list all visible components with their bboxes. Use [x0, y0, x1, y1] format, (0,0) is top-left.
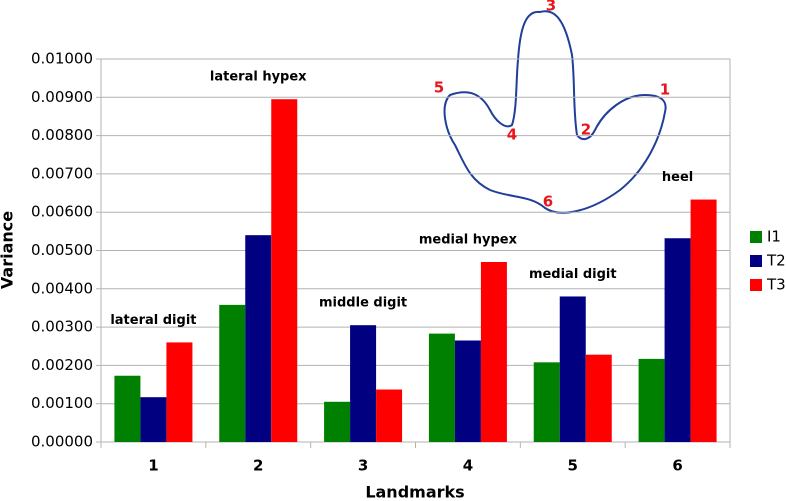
y-tick-label: 0.00500: [31, 241, 93, 259]
inset-label: 2: [581, 121, 591, 139]
annotation: middle digit: [319, 296, 407, 311]
annotation: heel: [662, 170, 693, 185]
bar: [533, 362, 560, 442]
annotation: lateral digit: [110, 313, 196, 328]
bar: [114, 375, 141, 442]
bar: [324, 401, 351, 442]
y-tick-label: 0.00700: [31, 164, 93, 182]
legend-swatch: [750, 279, 762, 291]
annotation: medial digit: [529, 267, 617, 282]
x-tick-label: 5: [568, 457, 578, 475]
bar: [219, 304, 246, 442]
bar: [664, 238, 691, 442]
bar: [480, 261, 507, 442]
y-tick-label: 0.00600: [31, 203, 93, 221]
x-tick-label: 1: [148, 457, 158, 475]
y-tick-label: 0.01000: [31, 50, 93, 68]
bar: [454, 340, 481, 442]
x-tick-label: 6: [672, 457, 682, 475]
y-tick-label: 0.00200: [31, 356, 93, 374]
inset-label: 5: [434, 79, 444, 97]
annotation: medial hypex: [419, 232, 518, 247]
bar: [559, 296, 586, 442]
x-axis-title: Landmarks: [365, 483, 464, 501]
bar: [638, 358, 665, 442]
y-tick-label: 0.00100: [31, 394, 93, 412]
y-tick-label: 0.00400: [31, 279, 93, 297]
y-tick-label: 0.00300: [31, 318, 93, 336]
legend-label: T3: [766, 276, 786, 294]
bar: [585, 354, 612, 442]
x-tick-label: 3: [358, 457, 368, 475]
bar: [690, 199, 717, 442]
y-axis-title: Variance: [0, 211, 17, 289]
inset-label: 4: [507, 126, 517, 144]
bar: [350, 325, 377, 442]
legend-label: I1: [767, 228, 781, 246]
inset-label: 1: [660, 81, 670, 99]
y-tick-label: 0.00800: [31, 126, 93, 144]
bar: [245, 235, 272, 442]
legend-swatch: [750, 255, 762, 267]
legend-swatch: [750, 231, 762, 243]
y-tick-label: 0.00900: [31, 88, 93, 106]
y-tick-label: 0.00000: [31, 433, 93, 451]
foot-outline: [443, 10, 667, 214]
bar: [166, 342, 193, 442]
inset-label: 6: [543, 193, 553, 211]
annotation: lateral hypex: [210, 70, 307, 85]
bar: [271, 99, 298, 442]
bar: [376, 389, 403, 442]
bar: [140, 397, 167, 442]
x-tick-label: 2: [253, 457, 263, 475]
legend-label: T2: [766, 252, 786, 270]
x-tick-label: 4: [463, 457, 473, 475]
inset-label: 3: [546, 0, 556, 15]
bar: [428, 333, 455, 442]
